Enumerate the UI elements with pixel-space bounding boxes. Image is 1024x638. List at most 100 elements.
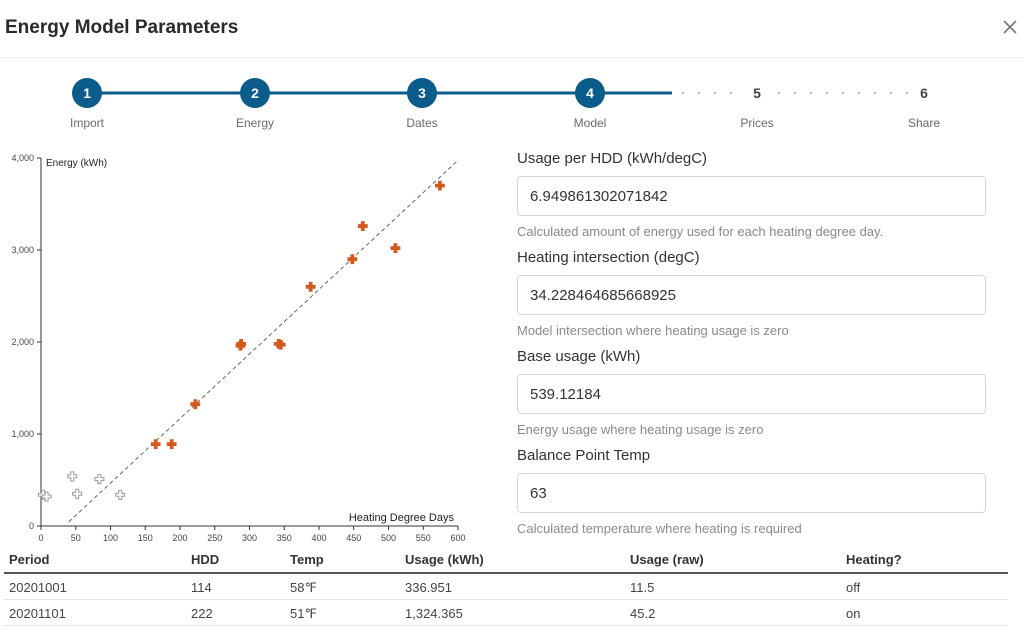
heating-intersection-group: Heating intersection (degC) Model inters… bbox=[517, 249, 987, 348]
step-dates[interactable]: 3 Dates bbox=[362, 78, 482, 130]
x-axis-title: Heating Degree Days bbox=[349, 512, 455, 524]
x-tick-label: 0 bbox=[38, 533, 43, 542]
y-tick-label: 0 bbox=[29, 521, 34, 531]
base-usage-label: Base usage (kWh) bbox=[517, 348, 641, 365]
step-label: Prices bbox=[740, 116, 774, 130]
usage-table: Period HDD Temp Usage (kWh) Usage (raw) … bbox=[4, 545, 1008, 626]
heating-data-point bbox=[236, 338, 247, 349]
cell-heating: off bbox=[846, 580, 861, 595]
dialog-header: Energy Model Parameters bbox=[0, 0, 1024, 58]
x-tick-label: 600 bbox=[450, 533, 465, 542]
balance-point-label: Balance Point Temp bbox=[517, 447, 651, 464]
step-number: 3 bbox=[407, 78, 437, 108]
y-tick-label: 4,000 bbox=[11, 153, 34, 163]
non-heating-data-point bbox=[41, 491, 52, 502]
step-number: 1 bbox=[72, 78, 102, 108]
cell-heating: on bbox=[846, 606, 861, 621]
stepper: 1 Import 2 Energy 3 Dates 4 Model 5 Pric… bbox=[0, 72, 1024, 134]
step-number: 4 bbox=[575, 78, 605, 108]
column-header-heating[interactable]: Heating? bbox=[846, 552, 902, 567]
cell-temp: 58℉ bbox=[290, 580, 317, 595]
base-usage-input[interactable] bbox=[517, 374, 986, 414]
balance-point-group: Balance Point Temp Calculated temperatur… bbox=[517, 447, 987, 546]
x-tick-label: 550 bbox=[416, 533, 431, 542]
cell-usage-kwh: 336.951 bbox=[405, 580, 452, 595]
step-label: Dates bbox=[406, 116, 438, 130]
base-usage-group: Base usage (kWh) Energy usage where heat… bbox=[517, 348, 987, 447]
step-label: Energy bbox=[235, 116, 275, 130]
cell-hdd: 222 bbox=[191, 606, 213, 621]
heating-data-point bbox=[190, 399, 201, 410]
table-row[interactable]: 20201101 222 51℉ 1,324.365 45.2 on bbox=[4, 600, 1008, 626]
x-tick-label: 450 bbox=[346, 533, 361, 542]
step-number: 6 bbox=[909, 78, 939, 108]
close-icon[interactable] bbox=[1001, 18, 1019, 36]
step-import[interactable]: 1 Import bbox=[27, 78, 147, 130]
column-header-temp[interactable]: Temp bbox=[290, 552, 324, 567]
balance-point-help: Calculated temperature where heating is … bbox=[517, 521, 802, 536]
x-tick-label: 300 bbox=[242, 533, 257, 542]
heating-intersection-input[interactable] bbox=[517, 275, 986, 315]
column-header-period[interactable]: Period bbox=[9, 552, 50, 567]
x-tick-label: 400 bbox=[311, 533, 326, 542]
heating-intersection-label: Heating intersection (degC) bbox=[517, 249, 700, 266]
y-tick-label: 2,000 bbox=[11, 337, 34, 347]
heating-data-point bbox=[435, 180, 445, 191]
column-header-hdd[interactable]: HDD bbox=[191, 552, 220, 567]
x-tick-label: 350 bbox=[277, 533, 292, 542]
chart-svg: 0 1,000 2,000 3,000 4,000 0 50 100 150 200 250 300 3… bbox=[11, 153, 465, 543]
heating-data-point bbox=[347, 254, 358, 265]
cell-usage-raw: 11.5 bbox=[630, 580, 655, 595]
heating-data-point bbox=[305, 281, 316, 292]
usage-per-hdd-group: Usage per HDD (kWh/degC) Calculated amou… bbox=[517, 150, 987, 249]
heating-data-point bbox=[357, 221, 368, 231]
x-tick-label: 50 bbox=[71, 533, 81, 542]
energy-scatter-chart: 0 1,000 2,000 3,000 4,000 0 50 100 150 200 250 300 3… bbox=[0, 142, 500, 543]
step-model[interactable]: 4 Model bbox=[530, 78, 650, 130]
table-row[interactable]: 20201001 114 58℉ 336.951 11.5 off bbox=[4, 574, 1008, 600]
step-label: Import bbox=[69, 116, 104, 130]
step-label: Share bbox=[907, 116, 941, 130]
table-header: Period HDD Temp Usage (kWh) Usage (raw) … bbox=[4, 545, 1008, 574]
y-tick-label: 1,000 bbox=[11, 429, 34, 439]
heating-data-point bbox=[390, 243, 401, 254]
non-heating-data-point bbox=[67, 471, 78, 482]
step-energy[interactable]: 2 Energy bbox=[195, 78, 315, 130]
heating-intersection-help: Model intersection where heating usage i… bbox=[517, 323, 789, 338]
x-tick-label: 250 bbox=[207, 533, 222, 542]
column-header-usage-raw[interactable]: Usage (raw) bbox=[630, 552, 704, 567]
step-share[interactable]: 6 Share bbox=[864, 78, 984, 130]
base-usage-help: Energy usage where heating usage is zero bbox=[517, 422, 764, 437]
step-number: 2 bbox=[240, 78, 270, 108]
cell-usage-raw: 45.2 bbox=[630, 606, 656, 621]
column-header-usage-kwh[interactable]: Usage (kWh) bbox=[405, 552, 484, 567]
step-number: 5 bbox=[742, 78, 772, 108]
regression-line bbox=[68, 159, 459, 523]
heating-data-point bbox=[275, 339, 286, 350]
cell-usage-kwh: 1,324.365 bbox=[405, 606, 463, 621]
y-axis-title: Energy (kWh) bbox=[46, 158, 107, 169]
cell-period: 20201001 bbox=[9, 580, 67, 595]
non-heating-data-point bbox=[115, 489, 126, 500]
balance-point-input[interactable] bbox=[517, 473, 986, 513]
model-parameters-form: Usage per HDD (kWh/degC) Calculated amou… bbox=[517, 150, 987, 546]
cell-period: 20201101 bbox=[9, 606, 66, 621]
x-tick-label: 500 bbox=[381, 533, 396, 542]
usage-per-hdd-input[interactable] bbox=[517, 176, 986, 216]
step-label: Model bbox=[573, 116, 607, 130]
usage-per-hdd-help: Calculated amount of energy used for eac… bbox=[517, 224, 884, 239]
x-tick-label: 200 bbox=[172, 533, 187, 542]
heating-data-point bbox=[166, 439, 177, 450]
y-tick-label: 3,000 bbox=[11, 245, 34, 255]
non-heating-data-point bbox=[72, 488, 83, 499]
stepper-track bbox=[87, 91, 920, 95]
x-tick-label: 150 bbox=[138, 533, 153, 542]
heating-data-point bbox=[150, 439, 161, 450]
dialog-title: Energy Model Parameters bbox=[5, 17, 239, 38]
x-tick-label: 100 bbox=[103, 533, 118, 542]
usage-per-hdd-label: Usage per HDD (kWh/degC) bbox=[517, 150, 708, 167]
non-heating-data-point bbox=[94, 474, 105, 485]
cell-hdd: 114 bbox=[191, 580, 212, 595]
cell-temp: 51℉ bbox=[290, 606, 317, 621]
step-prices[interactable]: 5 Prices bbox=[697, 78, 817, 130]
